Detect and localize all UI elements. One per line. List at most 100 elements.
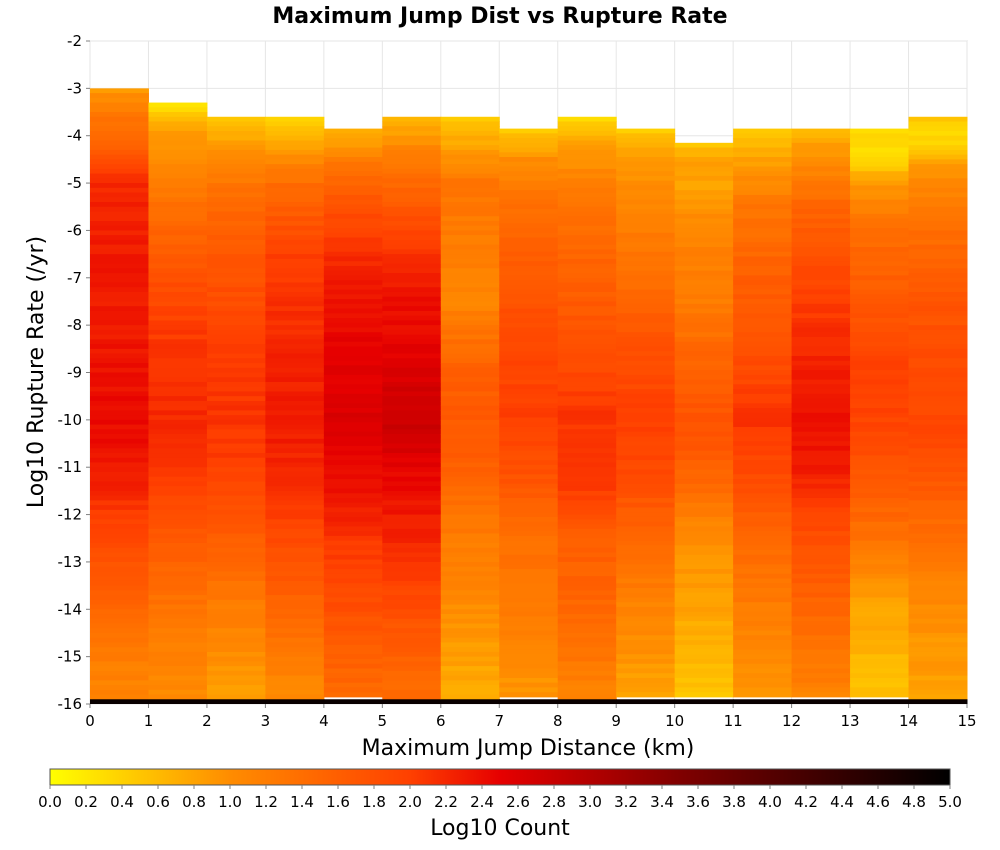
heatmap-cell (90, 107, 149, 113)
heatmap-cell (791, 398, 851, 404)
heatmap-cell (733, 507, 793, 513)
heatmap-cell (90, 438, 149, 445)
heatmap-cell (674, 422, 734, 428)
heatmap-cell (323, 247, 383, 253)
heatmap-cell (90, 500, 149, 506)
heatmap-cell (791, 445, 851, 452)
heatmap-cell (674, 152, 734, 158)
heatmap-cell (557, 438, 617, 445)
heatmap-cell (908, 467, 968, 473)
heatmap-cell (908, 661, 968, 667)
heatmap-cell (148, 192, 208, 198)
heatmap-cell (499, 455, 559, 461)
heatmap-cell (90, 273, 149, 279)
heatmap-cell (850, 450, 910, 456)
heatmap-cell (908, 396, 968, 402)
heatmap-cell (850, 469, 910, 475)
heatmap-cell (148, 542, 208, 549)
heatmap-cell (674, 602, 734, 608)
heatmap-cell (265, 405, 325, 411)
heatmap-cell (265, 386, 325, 392)
heatmap-cell (674, 611, 734, 617)
heatmap-cell (850, 232, 910, 239)
heatmap-cell (850, 294, 910, 300)
heatmap-cell (850, 161, 910, 167)
heatmap-cell (382, 486, 442, 492)
heatmap-cell (90, 178, 149, 184)
heatmap-cell (674, 635, 734, 641)
heatmap-cell (382, 287, 442, 293)
heatmap-cell (499, 374, 559, 381)
heatmap-cell (90, 386, 149, 392)
heatmap-cell (908, 699, 968, 704)
heatmap-cell (850, 507, 910, 513)
heatmap-cell (323, 464, 383, 471)
heatmap-cell (499, 587, 559, 594)
heatmap-cell (733, 289, 793, 295)
heatmap-cell (850, 644, 910, 651)
heatmap-cell (733, 417, 793, 423)
heatmap-cell (908, 410, 968, 416)
heatmap-cell (791, 403, 851, 409)
heatmap-cell (382, 225, 442, 231)
heatmap-cell (850, 393, 910, 400)
colorbar-tick-label: 4.2 (794, 793, 818, 811)
heatmap-cell (850, 479, 910, 485)
heatmap-cell (674, 531, 734, 537)
heatmap-cell (206, 391, 266, 397)
heatmap-cell (733, 663, 793, 669)
colorbar-tick-label: 1.8 (362, 793, 386, 811)
heatmap-cell (908, 419, 968, 426)
heatmap-cell (557, 348, 617, 355)
heatmap-cell (323, 625, 383, 632)
heatmap-cell (382, 637, 442, 643)
heatmap-cell (382, 609, 442, 615)
heatmap-cell (90, 566, 149, 572)
heatmap-cell (90, 135, 149, 141)
heatmap-cell (382, 334, 442, 340)
heatmap-cell (557, 481, 617, 487)
heatmap-cell (908, 524, 968, 530)
heatmap-cell (382, 519, 442, 525)
heatmap-cell (791, 261, 851, 267)
heatmap-cell (323, 355, 383, 362)
heatmap-cell (616, 564, 676, 570)
heatmap-cell (206, 580, 266, 587)
heatmap-cell (674, 294, 734, 300)
heatmap-cell (908, 301, 968, 307)
heatmap-cell (908, 533, 968, 539)
heatmap-cell (206, 239, 266, 246)
heatmap-cell (616, 654, 676, 660)
heatmap-cell (908, 642, 968, 648)
heatmap-cell (850, 559, 910, 565)
heatmap-cell (616, 649, 676, 655)
heatmap-cell (616, 441, 676, 447)
heatmap-cell (499, 550, 559, 556)
heatmap-cell (265, 424, 325, 430)
heatmap-cell (733, 535, 793, 542)
heatmap-cell (90, 258, 149, 265)
colorbar-label: Log10 Count (430, 816, 570, 841)
heatmap-cell (557, 542, 617, 549)
heatmap-cell (499, 441, 559, 447)
heatmap-cell (148, 661, 208, 667)
heatmap-cell (557, 471, 617, 478)
heatmap-cell (908, 443, 968, 449)
heatmap-cell (850, 398, 910, 404)
heatmap-cell (440, 438, 500, 445)
heatmap-cell (850, 502, 910, 508)
heatmap-cell (499, 630, 559, 636)
heatmap-cell (90, 183, 149, 189)
heatmap-cell (148, 632, 208, 639)
heatmap-cell (791, 621, 851, 627)
heatmap-cell (206, 325, 266, 331)
heatmap-cell (265, 595, 325, 601)
heatmap-cell (557, 381, 617, 388)
colorbar-tick-label: 0.8 (182, 793, 206, 811)
heatmap-cell (674, 502, 734, 508)
heatmap-cell (733, 516, 793, 523)
x-axis-ticks: 0 1 2 3 4 5 6 7 8 9 10 11 12 13 14 15 (85, 704, 977, 730)
heatmap-cell (323, 204, 383, 210)
heatmap-cell (733, 408, 793, 414)
heatmap-cell (323, 403, 383, 409)
